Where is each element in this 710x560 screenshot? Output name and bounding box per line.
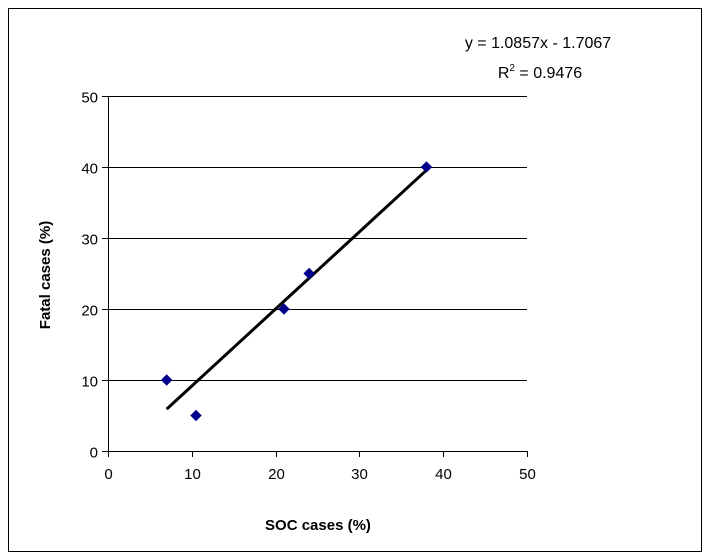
chart-border bbox=[8, 8, 702, 552]
r-squared-value: = 0.9476 bbox=[515, 65, 582, 82]
x-tick-label-10: 10 bbox=[184, 466, 201, 483]
data-point bbox=[190, 409, 202, 422]
r-squared-annotation: R2 = 0.9476 bbox=[498, 63, 582, 82]
x-axis-label: SOC cases (%) bbox=[265, 517, 371, 534]
y-tick-label-20: 20 bbox=[81, 303, 98, 320]
axes bbox=[102, 96, 528, 457]
r-squared-label: R bbox=[498, 65, 510, 82]
x-tick-label-50: 50 bbox=[519, 466, 536, 483]
data-point bbox=[278, 303, 290, 315]
data-point bbox=[420, 161, 433, 173]
trendline-layer bbox=[165, 169, 428, 411]
y-tick-label-10: 10 bbox=[81, 374, 98, 391]
trendline-equation: y = 1.0857x - 1.7067 bbox=[465, 35, 611, 52]
gridlines bbox=[108, 96, 527, 381]
data-points bbox=[160, 161, 433, 422]
y-axis-label: Fatal cases (%) bbox=[37, 221, 54, 329]
y-tick-label-50: 50 bbox=[81, 90, 98, 107]
y-tick-labels: 0 10 20 30 40 50 bbox=[81, 90, 98, 462]
x-tick-label-0: 0 bbox=[104, 466, 112, 483]
x-tick-label-30: 30 bbox=[351, 466, 368, 483]
x-tick-labels: 0 10 20 30 40 50 bbox=[104, 466, 536, 483]
r-squared-exponent: 2 bbox=[509, 63, 515, 74]
trendline bbox=[165, 169, 428, 411]
data-point bbox=[160, 374, 173, 386]
x-tick-label-40: 40 bbox=[435, 466, 452, 483]
y-tick-label-30: 30 bbox=[81, 232, 98, 249]
y-tick-label-40: 40 bbox=[81, 161, 98, 178]
data-point bbox=[303, 267, 315, 280]
y-tick-label-0: 0 bbox=[90, 445, 98, 462]
x-tick-label-20: 20 bbox=[268, 466, 285, 483]
